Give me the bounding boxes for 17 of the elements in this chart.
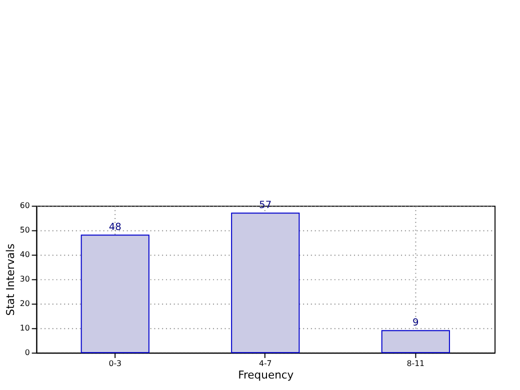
x-tick-label: 0-3	[108, 358, 122, 368]
y-tick-label: 10	[20, 324, 30, 333]
y-tick-label: 0	[24, 348, 30, 358]
x-tick-label: 8-11	[406, 358, 425, 368]
y-tick-label: 60	[20, 201, 30, 210]
y-tick-label: 30	[20, 274, 30, 284]
y-axis-title: Stat Intervals	[4, 243, 18, 316]
y-tick-label: 50	[20, 226, 30, 235]
bar	[381, 330, 450, 354]
y-tick-label: 40	[20, 250, 30, 260]
data-label: 9	[412, 318, 419, 329]
data-label: 48	[108, 222, 122, 234]
x-tick-label: 4-7	[258, 358, 272, 368]
y-tick-label: 20	[20, 299, 30, 308]
x-axis-title: Frequency	[238, 368, 294, 382]
bar	[231, 212, 300, 354]
bar	[80, 234, 150, 354]
